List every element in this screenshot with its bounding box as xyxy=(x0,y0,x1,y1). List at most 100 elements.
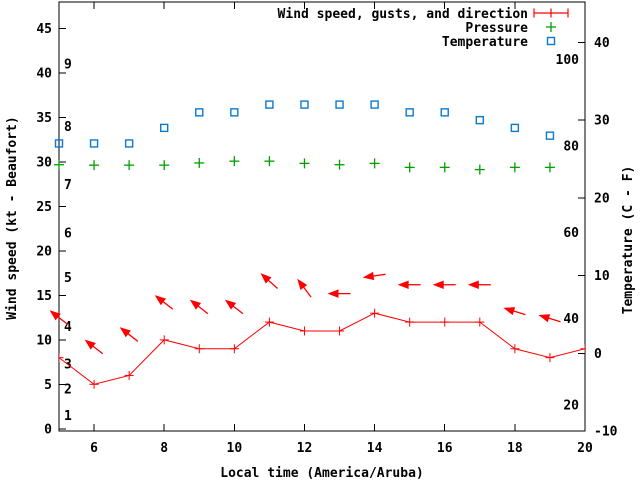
legend-pressure-label: Pressure xyxy=(465,21,528,36)
fahrenheit-label: 20 xyxy=(563,399,579,414)
fahrenheit-label: 80 xyxy=(563,140,579,155)
left-tick-label: 30 xyxy=(36,156,52,171)
wind-direction-arrow xyxy=(538,314,561,323)
left-tick-label: 10 xyxy=(36,333,52,348)
wind-direction-arrow xyxy=(467,280,491,289)
wind-direction-arrow xyxy=(297,278,312,298)
temperature-point xyxy=(230,108,239,117)
arrow-shaft xyxy=(161,300,174,310)
wind-direction-arrow xyxy=(327,289,351,298)
arrow-head xyxy=(189,299,202,310)
x-tick-label: 6 xyxy=(90,441,98,456)
wind-direction-arrow xyxy=(362,271,386,281)
temperature-point xyxy=(124,139,134,148)
arrow-shaft xyxy=(91,344,104,355)
left-tick-label: 45 xyxy=(36,22,52,37)
temperature-point xyxy=(265,100,274,109)
arrow-head xyxy=(432,280,444,289)
right-tick-label: 0 xyxy=(594,347,602,362)
x-tick-label: 20 xyxy=(577,441,593,456)
arrow-shaft xyxy=(231,304,244,315)
temperature-point xyxy=(440,108,449,117)
temperature-point xyxy=(370,100,379,109)
wind-direction-arrow xyxy=(503,307,526,316)
left-tick-label: 25 xyxy=(36,200,52,215)
right-axis-label: Temperature (C - F) xyxy=(621,166,636,315)
x-tick-label: 10 xyxy=(227,441,243,456)
fahrenheit-label: 100 xyxy=(556,53,580,68)
data-series xyxy=(49,100,585,389)
beaufort-label: 5 xyxy=(64,271,72,286)
arrow-head xyxy=(224,299,237,310)
left-tick-label: 15 xyxy=(36,289,52,304)
arrow-head xyxy=(297,278,308,291)
x-tick-label: 18 xyxy=(507,441,523,456)
temperature-point xyxy=(89,139,99,148)
fahrenheit-label: 40 xyxy=(563,312,579,327)
wind-direction-arrow xyxy=(49,310,69,325)
arrow-head xyxy=(154,295,166,306)
arrow-head xyxy=(362,271,375,281)
x-tick-label: 16 xyxy=(437,441,453,456)
arrow-head xyxy=(503,307,516,316)
arrow-head xyxy=(327,289,339,298)
arrow-shaft xyxy=(56,315,69,325)
wind-line xyxy=(59,312,585,385)
x-tick-label: 12 xyxy=(297,441,313,456)
legend-temperature-marker xyxy=(546,36,556,46)
wind-direction-arrow xyxy=(84,339,104,355)
temperature-point xyxy=(545,131,555,140)
wind-direction-arrow xyxy=(189,299,209,315)
beaufort-label: 7 xyxy=(64,178,72,193)
beaufort-label: 8 xyxy=(64,120,72,135)
wind-direction-arrow xyxy=(119,327,139,342)
left-axis-label: Wind speed (kt - Beaufort) xyxy=(5,116,20,320)
left-tick-label: 35 xyxy=(36,111,52,126)
temperature-point xyxy=(159,123,169,133)
temperature-point xyxy=(510,123,520,133)
wind-series xyxy=(59,308,585,389)
arrow-shaft xyxy=(546,317,561,323)
arrow-head xyxy=(397,280,409,289)
temperature-point xyxy=(54,139,64,148)
right-tick-label: -10 xyxy=(594,425,618,440)
arrow-shaft xyxy=(371,273,386,277)
arrow-shaft xyxy=(266,278,279,290)
beaufort-label: 9 xyxy=(64,58,72,73)
right-tick-label: 20 xyxy=(594,191,610,206)
x-tick-label: 14 xyxy=(367,441,383,456)
left-tick-label: 40 xyxy=(36,67,52,82)
legend-markers xyxy=(533,8,569,46)
arrow-shaft xyxy=(196,304,209,315)
left-tick-label: 5 xyxy=(44,378,52,393)
legend-wind-label: Wind speed, gusts, and direction xyxy=(278,7,528,22)
left-tick-label: 0 xyxy=(44,422,52,437)
temperature-point xyxy=(405,108,414,117)
beaufort-label: 4 xyxy=(64,320,72,335)
arrow-head xyxy=(49,310,61,321)
beaufort-label: 1 xyxy=(64,409,72,424)
temperature-point xyxy=(300,100,309,109)
arrow-head xyxy=(467,280,479,289)
temperature-point xyxy=(335,100,344,109)
legend-temperature-label: Temperature xyxy=(442,35,528,50)
left-tick-label: 20 xyxy=(36,244,52,259)
arrow-head xyxy=(119,327,131,338)
arrow-head xyxy=(538,314,551,323)
axes-ticks: 6 8 10 12 14 16 18 2005101520253035404512345678… xyxy=(36,2,618,456)
arrow-head xyxy=(260,273,272,284)
arrow-head xyxy=(84,339,96,350)
arrow-shaft xyxy=(511,309,526,316)
temperature-point xyxy=(195,108,204,117)
arrow-shaft xyxy=(126,332,139,342)
right-tick-label: 40 xyxy=(594,36,610,51)
x-axis-label: Local time (America/Aruba) xyxy=(220,466,424,480)
right-tick-label: 30 xyxy=(594,114,610,129)
beaufort-label: 2 xyxy=(64,382,72,397)
beaufort-label: 6 xyxy=(64,227,72,242)
wind-direction-arrow xyxy=(397,280,421,289)
right-tick-label: 10 xyxy=(594,269,610,284)
fahrenheit-label: 60 xyxy=(563,226,579,241)
